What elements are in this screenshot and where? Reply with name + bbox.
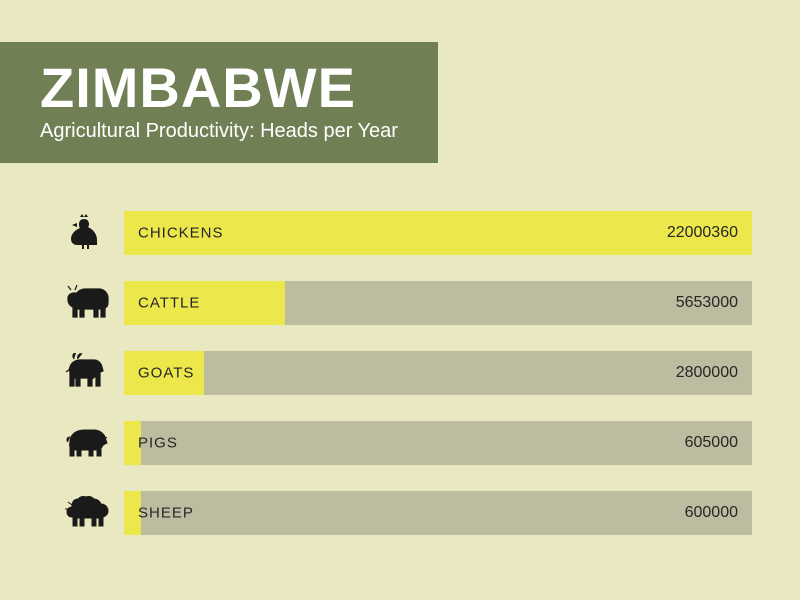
chart-row: CATTLE 5653000 [52,278,752,328]
bar: PIGS 605000 [124,421,752,465]
livestock-bar-chart: CHICKENS 22000360 CATTLE 5653000 GOATS 280000… [52,208,752,558]
chart-row: SHEEP 600000 [52,488,752,538]
bar-label: CATTLE [138,295,200,312]
bar-value: 22000360 [667,224,738,242]
bar: CATTLE 5653000 [124,281,752,325]
bar-label: GOATS [138,365,194,382]
bar: CHICKENS 22000360 [124,211,752,255]
chart-row: PIGS 605000 [52,418,752,468]
chart-row: GOATS 2800000 [52,348,752,398]
bar-value: 2800000 [676,364,738,382]
bar: GOATS 2800000 [124,351,752,395]
bar-track [124,351,752,395]
page-title: ZIMBABWE [40,60,398,116]
chart-row: CHICKENS 22000360 [52,208,752,258]
pig-icon [52,423,124,463]
goat-icon [52,353,124,393]
sheep-icon [52,493,124,533]
bar-label: SHEEP [138,505,194,522]
bar-label: CHICKENS [138,225,224,242]
chicken-icon [52,213,124,253]
cow-icon [52,283,124,323]
header-block: ZIMBABWE Agricultural Productivity: Head… [0,42,438,163]
bar: SHEEP 600000 [124,491,752,535]
bar-track [124,491,752,535]
bar-value: 5653000 [676,294,738,312]
page-subtitle: Agricultural Productivity: Heads per Yea… [40,120,398,143]
bar-value: 605000 [685,434,738,452]
bar-value: 600000 [685,504,738,522]
bar-label: PIGS [138,435,178,452]
bar-track [124,421,752,465]
